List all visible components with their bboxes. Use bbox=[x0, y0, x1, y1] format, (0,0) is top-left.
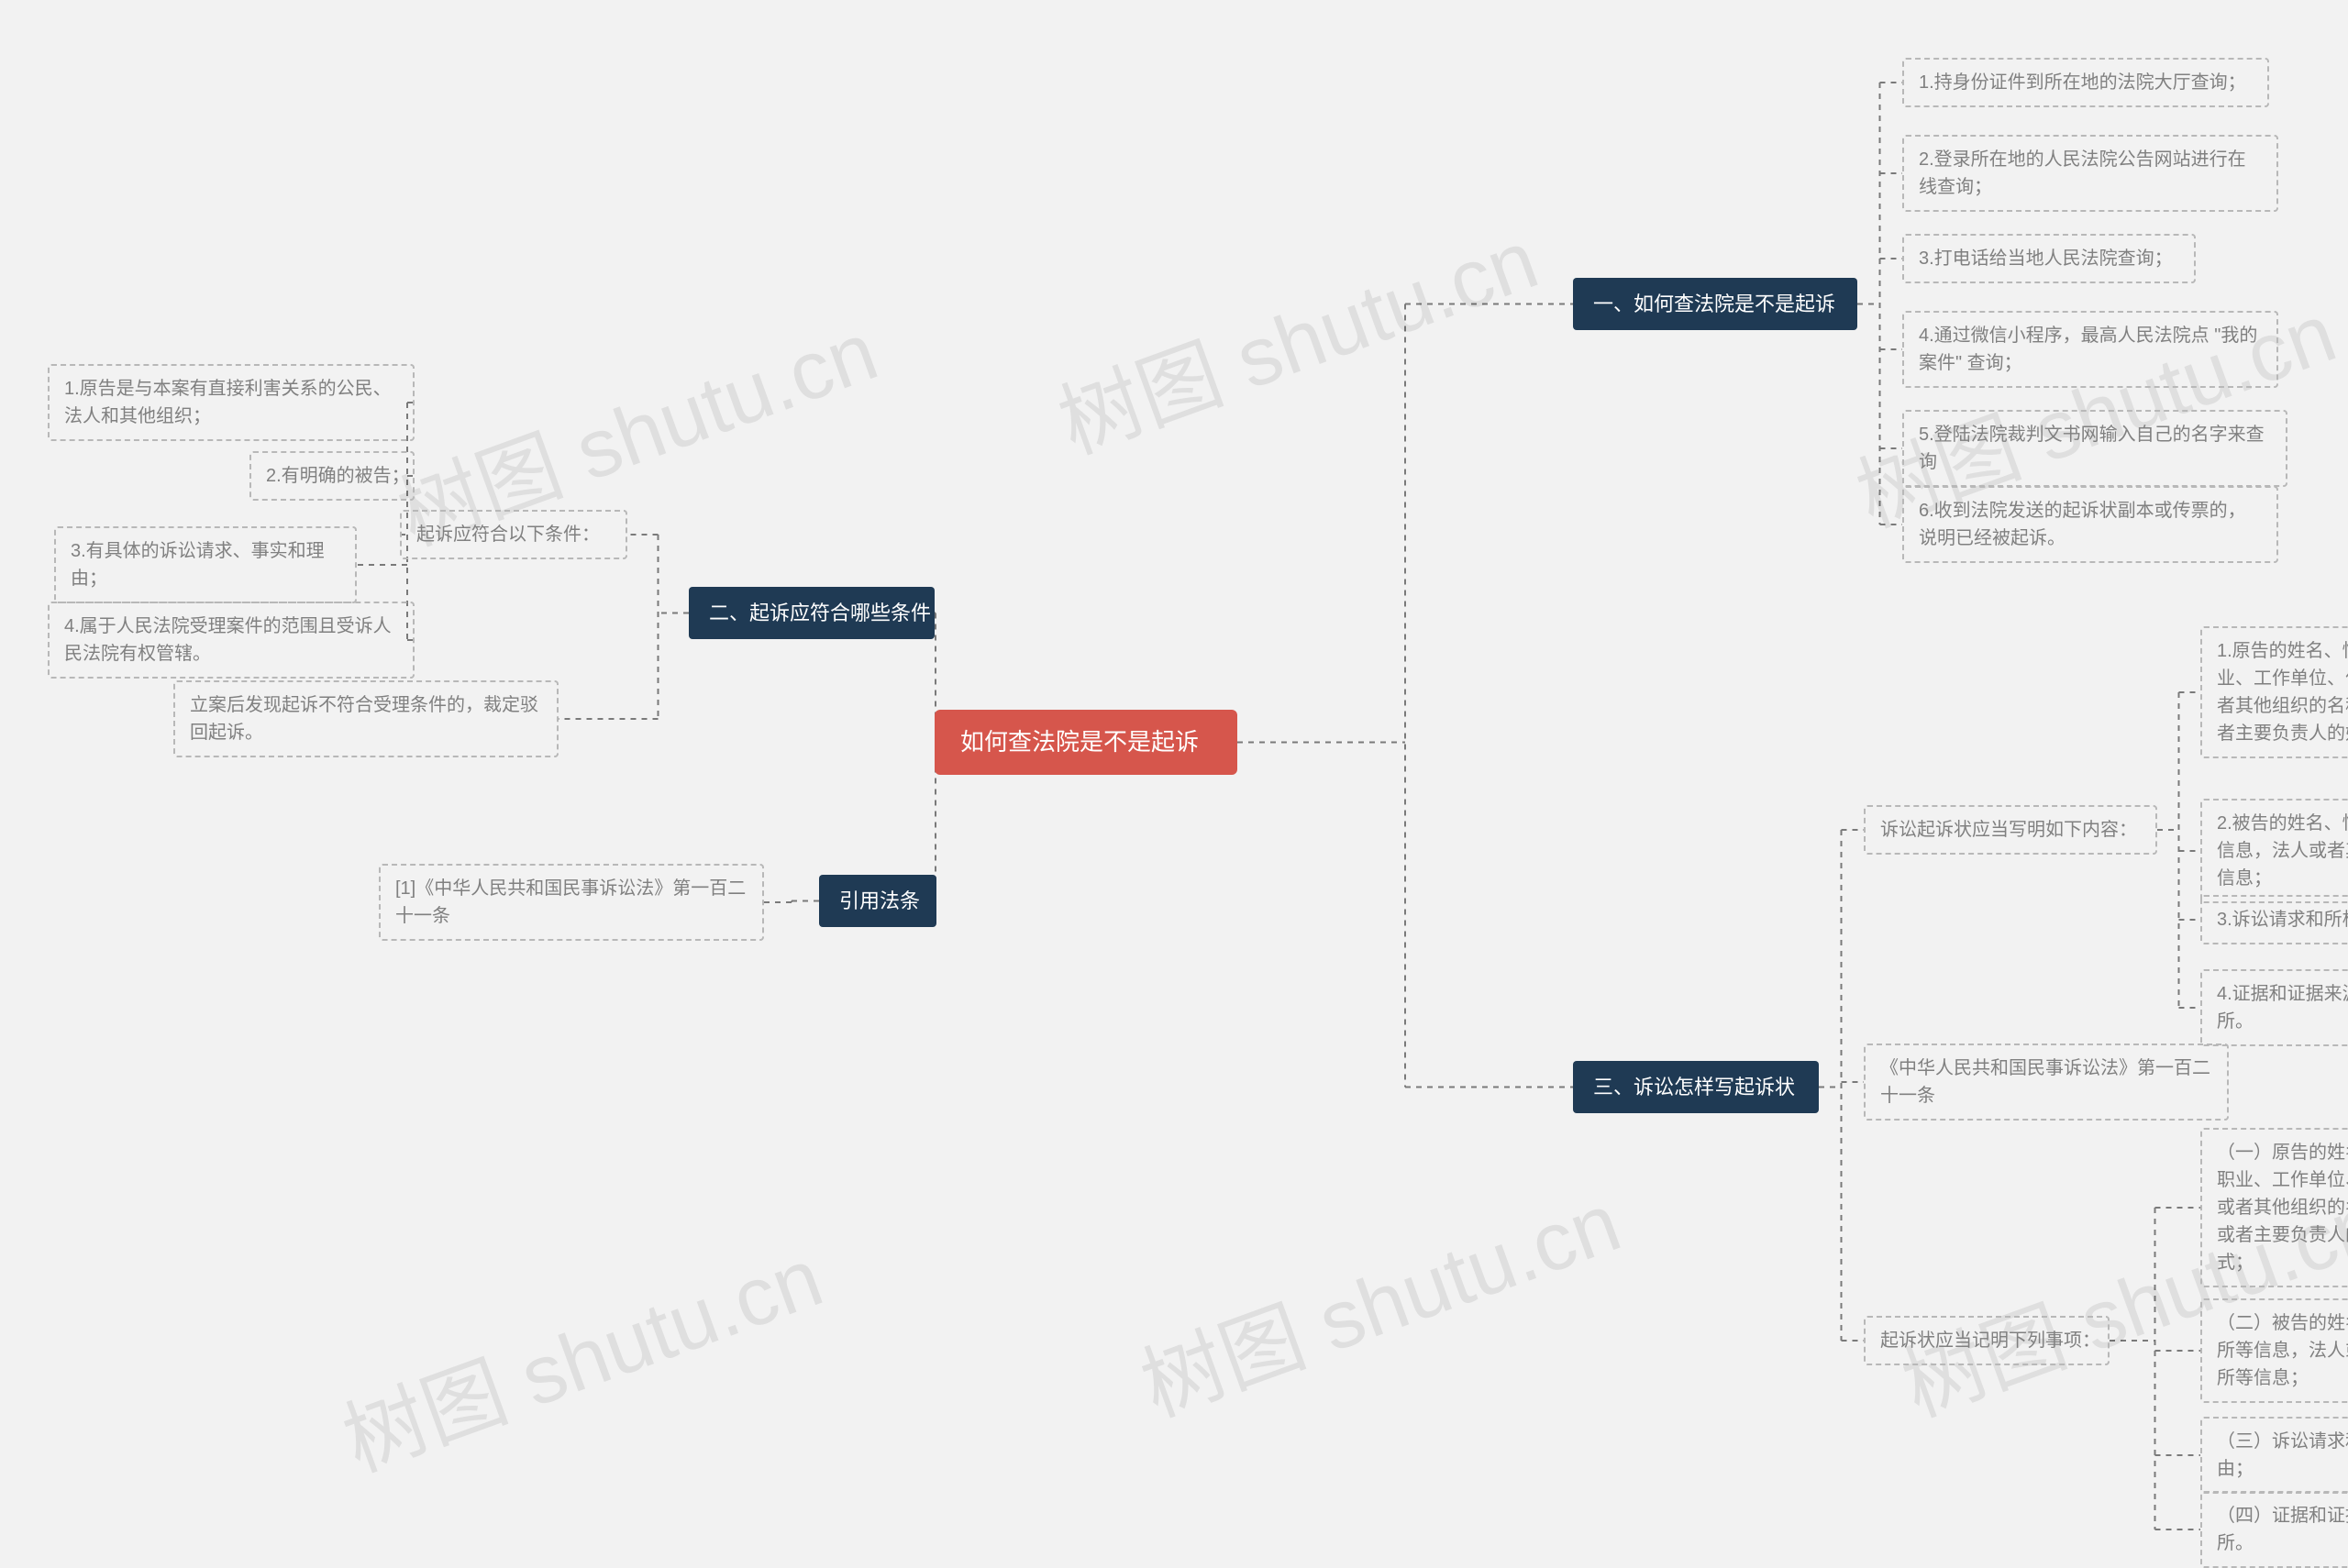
leaf[interactable]: 2.有明确的被告； bbox=[249, 451, 415, 501]
branch-4[interactable]: 引用法条 bbox=[819, 875, 936, 927]
branch-3[interactable]: 三、诉讼怎样写起诉状 bbox=[1573, 1061, 1819, 1113]
subnode-3c[interactable]: 起诉状应当记明下列事项： bbox=[1864, 1316, 2110, 1365]
subnode-2b[interactable]: 立案后发现起诉不符合受理条件的，裁定驳回起诉。 bbox=[173, 680, 559, 757]
connector bbox=[2110, 1208, 2200, 1529]
leaf[interactable]: 3.诉讼请求和所根据的事实与理由； bbox=[2200, 895, 2348, 944]
leaf[interactable]: 4.证据和证据来源，证人姓名和住所。 bbox=[2200, 969, 2348, 1046]
leaf[interactable]: 5.登陆法院裁判文书网输入自己的名字来查询 bbox=[1902, 410, 2287, 487]
leaf[interactable]: 4.通过微信小程序，最高人民法院点 "我的案件" 查询； bbox=[1902, 311, 2278, 388]
watermark: 树图 shutu.cn bbox=[1123, 1156, 1634, 1440]
leaf[interactable]: （二）被告的姓名、性别、工作单位、住所等信息，法人或者其他组织的名称、住所等信息… bbox=[2200, 1298, 2348, 1403]
leaf[interactable]: 2.被告的姓名、性别、工作单位、住所等信息，法人或者其他组织的名称、住所等信息； bbox=[2200, 799, 2348, 903]
leaf[interactable]: 2.登录所在地的人民法院公告网站进行在线查询； bbox=[1902, 135, 2278, 212]
leaf[interactable]: （三）诉讼请求和所根据的事实与理由； bbox=[2200, 1417, 2348, 1494]
connector bbox=[1857, 83, 1902, 525]
subnode-3b[interactable]: 《中华人民共和国民事诉讼法》第一百二十一条 bbox=[1864, 1043, 2229, 1121]
connector bbox=[1237, 304, 1573, 1088]
subnode-2a[interactable]: 起诉应符合以下条件： bbox=[400, 510, 627, 559]
leaf[interactable]: 3.打电话给当地人民法院查询； bbox=[1902, 234, 2196, 283]
connector bbox=[2157, 692, 2200, 1008]
leaf[interactable]: 4.属于人民法院受理案件的范围且受诉人民法院有权管辖。 bbox=[48, 602, 415, 679]
leaf[interactable]: 1.原告是与本案有直接利害关系的公民、法人和其他组织； bbox=[48, 364, 415, 441]
leaf[interactable]: （四）证据和证据来源，证人姓名和住所。 bbox=[2200, 1491, 2348, 1568]
watermark: 树图 shutu.cn bbox=[325, 1211, 836, 1495]
watermark: 树图 shutu.cn bbox=[1040, 193, 1551, 477]
connector bbox=[1819, 830, 1864, 1341]
leaf[interactable]: 1.持身份证件到所在地的法院大厅查询； bbox=[1902, 58, 2269, 107]
leaf[interactable]: （一）原告的姓名、性别、年龄、民族、职业、工作单位、住所、联系方式，法人或者其他… bbox=[2200, 1128, 2348, 1287]
leaf[interactable]: 6.收到法院发送的起诉状副本或传票的，说明已经被起诉。 bbox=[1902, 486, 2278, 563]
connector bbox=[559, 535, 689, 719]
subnode-3a[interactable]: 诉讼起诉状应当写明如下内容： bbox=[1864, 805, 2157, 855]
leaf[interactable]: 1.原告的姓名、性别、年龄、民族、职业、工作单位、住所、联系方式，法人或者其他组… bbox=[2200, 626, 2348, 758]
root-node[interactable]: 如何查法院是不是起诉 bbox=[935, 710, 1237, 775]
connector bbox=[764, 901, 819, 903]
mindmap-canvas: 树图 shutu.cn 树图 shutu.cn 树图 shutu.cn 树图 s… bbox=[0, 0, 2348, 1567]
branch-1[interactable]: 一、如何查法院是不是起诉 bbox=[1573, 278, 1857, 330]
leaf[interactable]: 3.有具体的诉讼请求、事实和理由； bbox=[54, 526, 357, 603]
leaf[interactable]: [1]《中华人民共和国民事诉讼法》第一百二十一条 bbox=[379, 864, 764, 941]
branch-2[interactable]: 二、起诉应符合哪些条件 bbox=[689, 587, 935, 639]
